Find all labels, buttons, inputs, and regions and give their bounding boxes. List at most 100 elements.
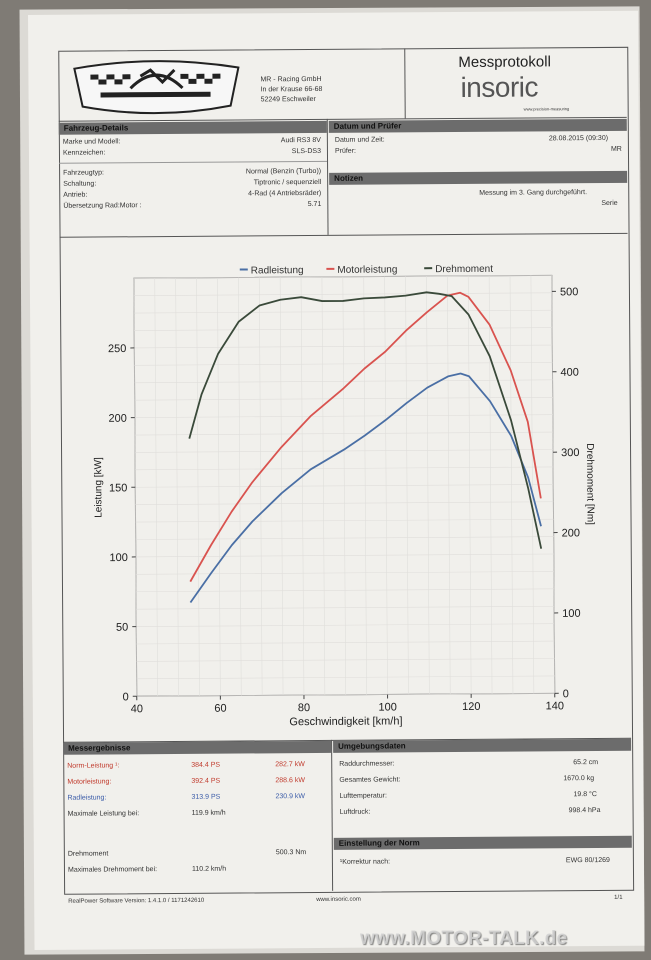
tmc-logo <box>73 60 240 115</box>
measurement-sheet: MR - Racing GmbH In der Krause 66-68 522… <box>28 10 645 950</box>
engine-power-ps: 392.4 PS <box>191 777 221 785</box>
grid-line-horizontal <box>134 414 553 418</box>
grid-line-horizontal <box>134 362 553 366</box>
protocol-title: Messprotokoll <box>458 53 551 71</box>
env-value: 998.4 hPa <box>568 807 601 815</box>
page-number: 1/1 <box>614 894 623 901</box>
vehicle-value: 5.71 <box>307 200 322 209</box>
grid-line-horizontal <box>135 484 554 488</box>
legend-label: Motorleistung <box>337 264 397 275</box>
y-tick-label: 150 <box>109 482 127 494</box>
motor-talk-watermark: www.MOTOR-TALK.de <box>360 928 568 949</box>
environment-section-header: Umgebungsdaten <box>333 738 632 753</box>
torque-value: 500.3 Nm <box>275 849 307 857</box>
env-value: 19.8 °C <box>573 791 597 799</box>
y-tick-label: 250 <box>108 343 126 355</box>
inspector-label: Prüfer: <box>334 147 356 155</box>
env-value: 1670.0 kg <box>563 775 595 783</box>
notes-line: Messung im 3. Gang durchgeführt. <box>479 189 588 197</box>
engine-power-kw: 288.6 kW <box>275 777 305 785</box>
torque-label: Drehmoment <box>67 850 109 858</box>
brand-tagline: www.precision-measuring <box>523 106 570 112</box>
y2-tick-label: 200 <box>562 527 580 539</box>
vehicle-label: Antrieb: <box>63 191 88 199</box>
vehicle-value: SLS-DS3 <box>291 147 321 156</box>
grid-line-horizontal <box>136 640 555 645</box>
grid-line-horizontal <box>135 501 554 505</box>
grid-line-horizontal <box>136 658 555 662</box>
env-label: Raddurchmesser: <box>339 760 395 768</box>
vehicle-value: Tiptronic / sequenziell <box>253 178 322 187</box>
grid-line-horizontal <box>133 275 552 279</box>
grid-line-horizontal <box>134 379 553 384</box>
max-torque-label: Maximales Drehmoment bei: <box>67 866 158 874</box>
vehicle-label: Fahrzeugtyp: <box>63 169 104 177</box>
y-axis-label: Leistung [kW] <box>93 457 104 518</box>
y-tick-label: 50 <box>116 622 128 634</box>
legend-label: Radleistung <box>251 265 304 276</box>
grid-line-horizontal <box>134 344 553 349</box>
vehicle-label: Schaltung: <box>63 180 97 188</box>
x-axis-label: Geschwindigkeit [km/h] <box>289 715 402 728</box>
norm-label: ¹Korrektur nach: <box>339 858 391 866</box>
env-label: Lufttemperatur: <box>339 792 387 800</box>
grid-line-horizontal <box>134 431 553 436</box>
series-line-motorleistung <box>189 291 542 583</box>
y2-tick-label: 400 <box>560 367 578 379</box>
grid-line-horizontal <box>135 518 554 523</box>
power-chart: 40 60 80 100 120 140 0 50 100 150 200 250 0 100 200 300… <box>60 233 632 742</box>
chart-svg: 40 60 80 100 120 1400501001502002500100200300… <box>93 264 595 728</box>
x-tick-label: 80 <box>298 702 310 714</box>
grid-line-horizontal <box>136 605 555 610</box>
grid-line-horizontal <box>136 693 555 697</box>
y2-tick-label: 100 <box>562 608 580 620</box>
wheel-power-kw: 230.9 kW <box>275 793 306 801</box>
y-tick-label: 100 <box>109 552 127 564</box>
vehicle-value: Audi RS3 8V <box>280 136 321 145</box>
env-value: 65.2 cm <box>573 759 599 767</box>
norm-section-header: Einstellung der Norm <box>333 835 632 850</box>
grid-line-horizontal <box>134 309 553 314</box>
grid-line-horizontal <box>136 588 555 593</box>
norm-power-kw: 282.7 kW <box>275 761 305 769</box>
norm-power-ps: 384.4 PS <box>191 761 221 769</box>
grid-line-horizontal <box>134 396 553 401</box>
x-tick-label: 40 <box>131 703 143 715</box>
max-torque-value: 110.2 km/h <box>191 865 227 873</box>
grid-line-horizontal <box>135 466 554 471</box>
grid-line-horizontal <box>133 292 552 296</box>
grid-line-horizontal <box>135 571 554 575</box>
company-line: MR - Racing GmbH <box>260 75 322 84</box>
company-line: In der Krause 66-68 <box>260 85 323 94</box>
x-tick-label: 60 <box>214 703 226 715</box>
grid-line-horizontal <box>135 536 554 540</box>
grid-line-horizontal <box>135 449 554 453</box>
env-label: Luftdruck: <box>339 808 371 816</box>
max-power-label: Maximale Leistung bei: <box>67 810 140 818</box>
x-tick-label: 140 <box>546 700 564 712</box>
wheel-power-ps: 313.9 PS <box>191 793 221 801</box>
inspector-value: MR <box>610 145 622 153</box>
x-tick-label: 120 <box>462 701 480 713</box>
grid-line-horizontal <box>136 675 555 680</box>
vehicle-value: Normal (Benzin (Turbo)) <box>245 167 322 176</box>
x-tick-label: 100 <box>378 701 396 713</box>
y2-tick-label: 0 <box>563 688 569 700</box>
norm-value: EWG 80/1269 <box>565 856 610 865</box>
date-value: 28.08.2015 (09:30) <box>548 134 609 143</box>
y-tick-label: 0 <box>123 691 129 703</box>
vehicle-label: Übersetzung Rad:Motor : <box>63 202 142 210</box>
series-line-drehmoment <box>188 291 543 549</box>
y2-tick-label: 500 <box>560 286 578 298</box>
vehicle-label: Marke und Modell: <box>62 138 121 146</box>
vehicle-value: 4-Rad (4 Antriebsräder) <box>248 189 322 198</box>
notes-section-header: Notizen <box>329 170 628 185</box>
date-section-header: Datum und Prüfer <box>328 118 627 133</box>
grid-line-horizontal <box>136 623 555 627</box>
vehicle-section-header: Fahrzeug-Details <box>58 120 327 135</box>
insoric-brand: insoric <box>460 71 538 104</box>
series-line-radleistung <box>189 372 542 604</box>
company-line: 52249 Eschweiler <box>260 95 316 104</box>
env-label: Gesamtes Gewicht: <box>339 776 401 784</box>
vehicle-label: Kennzeichen: <box>62 149 106 157</box>
